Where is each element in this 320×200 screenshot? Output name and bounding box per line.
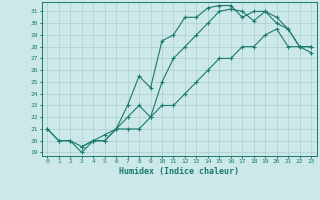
X-axis label: Humidex (Indice chaleur): Humidex (Indice chaleur) bbox=[119, 167, 239, 176]
